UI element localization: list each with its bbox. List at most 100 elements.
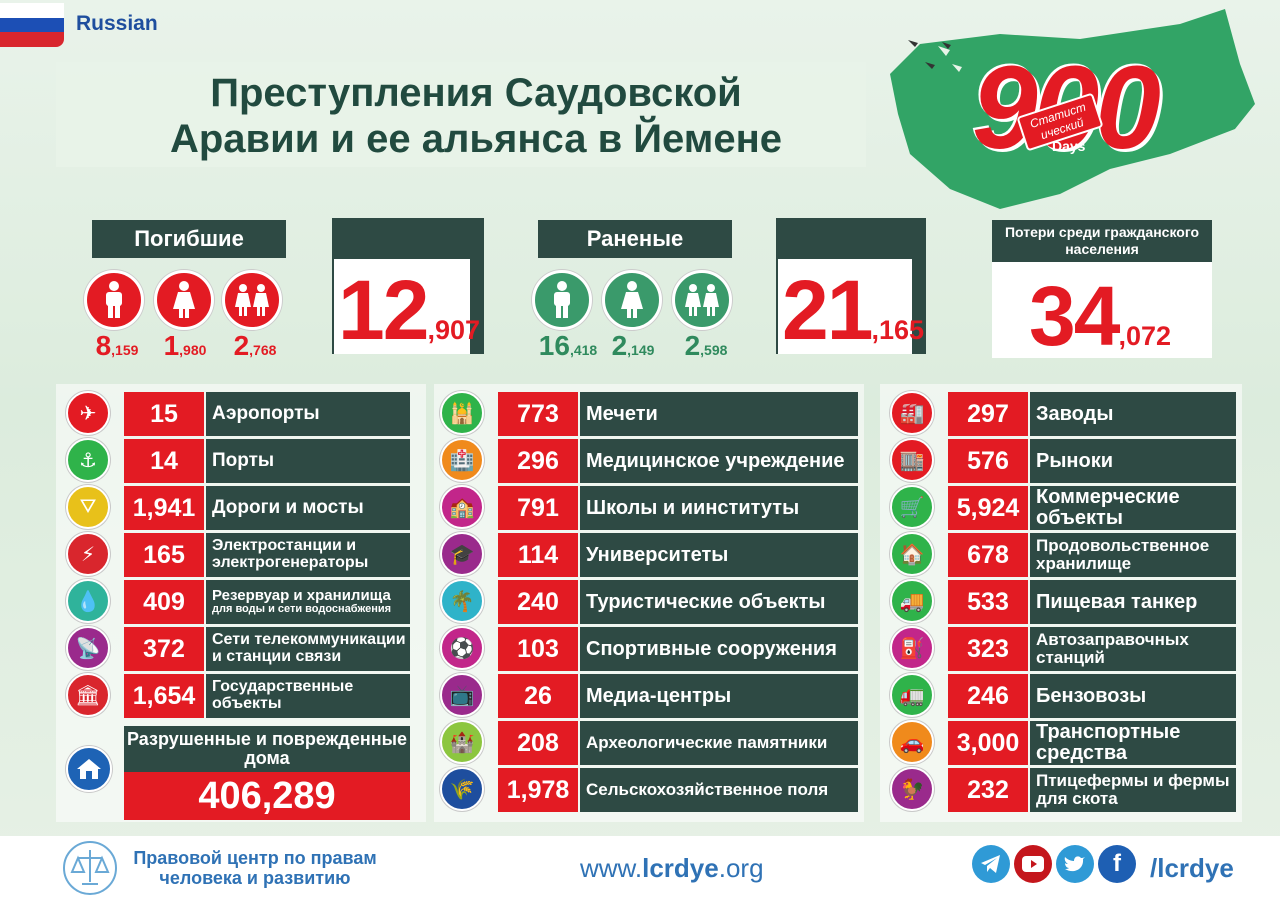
item-label: Коммерческие объекты — [1030, 486, 1236, 530]
days-word: Days — [1052, 138, 1086, 154]
russian-flag-icon — [0, 3, 64, 47]
water-drop-icon: 💧 — [66, 579, 110, 623]
title-panel — [56, 62, 866, 167]
wounded-total-panel — [778, 259, 912, 354]
wounded-women-count: 2,149 — [611, 330, 655, 361]
item-label: Резервуар и хранилища для воды и сети вод… — [206, 580, 410, 624]
wounded-children-count: 2,598 — [684, 330, 728, 361]
website-link[interactable]: www.lcrdye.org — [580, 853, 764, 883]
sports-field-icon: ⚽ — [440, 626, 484, 670]
airplane-icon: ✈ — [66, 391, 110, 435]
palm-tree-icon: 🌴 — [440, 579, 484, 623]
economic-list: 🏭 297 Заводы 🏬 576 Рыноки 🛒 5,924 Коммерческие о… — [890, 391, 1238, 818]
item-label: Рыноки — [1030, 439, 1236, 483]
list-item: ⛛ 1,941 Дороги и мосты — [66, 485, 410, 530]
list-item: 🏭 297 Заводы — [890, 391, 1236, 436]
item-count: 323 — [948, 627, 1028, 671]
twitter-icon[interactable] — [1056, 845, 1094, 883]
item-count: 1,941 — [124, 486, 204, 530]
wounded-total: 21,165 — [782, 263, 924, 357]
item-count: 14 — [124, 439, 204, 483]
item-label: Птицефермы и фермы для скота — [1030, 768, 1236, 812]
item-label: Медиа-центры — [580, 674, 858, 718]
item-count: 246 — [948, 674, 1028, 718]
list-item: 📡 372 Сети телекоммуникации и станции связ… — [66, 626, 410, 671]
telegram-icon[interactable] — [972, 845, 1010, 883]
jets-icon — [908, 40, 951, 69]
item-label: Медицинское учреждение — [580, 439, 858, 483]
item-count: 232 — [948, 768, 1028, 812]
fuel-pump-icon: ⛽ — [890, 626, 934, 670]
item-count: 15 — [124, 392, 204, 436]
list-item: 🏰 208 Археологические памятники — [440, 720, 858, 765]
market-icon: 🏬 — [890, 438, 934, 482]
house-icon — [66, 746, 112, 792]
killed-men-count: 8,159 — [95, 330, 139, 361]
factory-icon: 🏭 — [890, 391, 934, 435]
tanker-truck-icon: 🚛 — [890, 673, 934, 717]
houses-count: 406,289 — [124, 772, 410, 820]
item-count: 296 — [498, 439, 578, 483]
wounded-man-icon — [532, 270, 592, 330]
killed-total: 12,907 — [338, 263, 480, 357]
tower-icon: 🏰 — [440, 720, 484, 764]
item-count: 773 — [498, 392, 578, 436]
farm-field-icon: 🌾 — [440, 767, 484, 811]
civilian-total: 34,072 — [1029, 269, 1171, 363]
list-item: ⚡ 165 Электростанции и электрогенераторы — [66, 532, 410, 577]
item-label: Транспортные средства — [1030, 721, 1236, 765]
page-title: Преступления Саудовской Аравии и ее алья… — [96, 70, 856, 162]
road-icon: ⛛ — [66, 485, 110, 529]
item-count: 26 — [498, 674, 578, 718]
item-label: Туристические объекты — [580, 580, 858, 624]
item-label: Мечети — [580, 392, 858, 436]
anchor-icon: ⚓ — [66, 438, 110, 482]
government-building-icon: 🏛 — [66, 673, 110, 717]
list-item: 🏥 296 Медицинское учреждение — [440, 438, 858, 483]
civilian-losses-label: Потери среди гражданского населения — [992, 220, 1212, 262]
list-item: 🚚 533 Пищевая танкер — [890, 579, 1236, 624]
list-item: 🌾 1,978 Сельскохозяйственное поля — [440, 767, 858, 812]
language-label: Russian — [76, 12, 158, 35]
list-item: 🏫 791 Школы и иинституты — [440, 485, 858, 530]
hospital-icon: 🏥 — [440, 438, 484, 482]
organization-name: Правовой центр по правам человека и разв… — [133, 848, 377, 888]
list-item: 🐓 232 Птицефермы и фермы для скота — [890, 767, 1236, 812]
list-item: ⛽ 323 Автозаправочных станций — [890, 626, 1236, 671]
list-item: 🌴 240 Туристические объекты — [440, 579, 858, 624]
title-line-2: Аравии и ее альянса в Йемене — [169, 117, 782, 161]
item-count: 240 — [498, 580, 578, 624]
killed-children-count: 2,768 — [233, 330, 277, 361]
item-label: Археологические памятники — [580, 721, 858, 765]
item-label: Аэропорты — [206, 392, 410, 436]
youtube-icon[interactable] — [1014, 845, 1052, 883]
power-tower-icon: ⚡ — [66, 532, 110, 576]
food-truck-icon: 🚚 — [890, 579, 934, 623]
list-item: 🏛 1,654 Государственные объекты — [66, 673, 410, 718]
list-item: ✈ 15 Аэропорты — [66, 391, 410, 436]
civilian-total-panel — [992, 262, 1212, 358]
item-label: Пищевая танкер — [1030, 580, 1236, 624]
tv-icon: 📺 — [440, 673, 484, 717]
item-count: 165 — [124, 533, 204, 577]
houses-label: Разрушенные и поврежденные дома — [124, 726, 410, 772]
item-label: Государственные объекты — [206, 674, 410, 718]
food-storage-icon: 🏠 — [890, 532, 934, 576]
item-count: 791 — [498, 486, 578, 530]
woman-icon — [154, 270, 214, 330]
social-handle[interactable]: /lcrdye — [1150, 853, 1234, 883]
list-item: ⚓ 14 Порты — [66, 438, 410, 483]
item-label: Заводы — [1030, 392, 1236, 436]
item-count: 1,978 — [498, 768, 578, 812]
facebook-icon[interactable]: f — [1098, 845, 1136, 883]
facilities-list: 🕌 773 Мечети 🏥 296 Медицинское учреждение 🏫 791… — [440, 391, 860, 818]
satellite-dish-icon: 📡 — [66, 626, 110, 670]
wounded-men-count: 16,418 — [538, 330, 598, 361]
list-item: 📺 26 Медиа-центры — [440, 673, 858, 718]
item-label: Сети телекоммуникации и станции связи — [206, 627, 410, 671]
item-count: 208 — [498, 721, 578, 765]
item-label: Бензовозы — [1030, 674, 1236, 718]
item-label: Школы и иинституты — [580, 486, 858, 530]
item-count: 103 — [498, 627, 578, 671]
item-label: Автозаправочных станций — [1030, 627, 1236, 671]
